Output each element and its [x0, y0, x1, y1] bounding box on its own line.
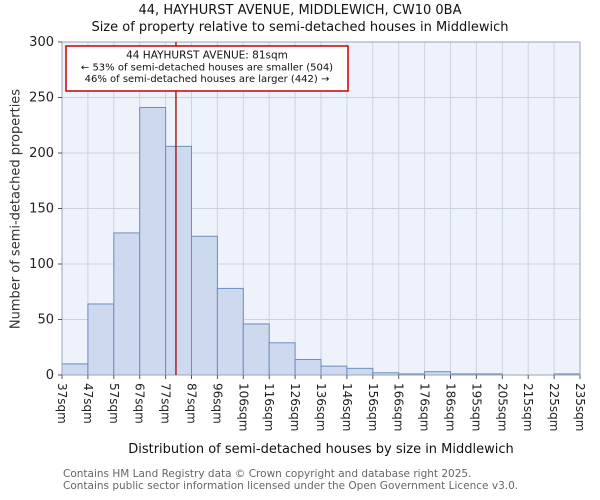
- annotation: 44 HAYHURST AVENUE: 81sqm← 53% of semi-d…: [65, 45, 349, 92]
- y-axis-label-text: Number of semi-detached properties: [8, 88, 24, 330]
- x-tick-label: 176sqm: [418, 383, 432, 431]
- y-tick-labels: 0 50 100 150 200 250 300: [29, 35, 54, 383]
- histogram-bar: [242, 323, 270, 376]
- footer-line-1: Contains HM Land Registry data © Crown c…: [63, 468, 472, 480]
- footer: Contains HM Land Registry data © Crown c…: [63, 468, 519, 492]
- x-tick-label: 235sqm: [573, 383, 587, 431]
- x-tick-label: 77sqm: [159, 383, 173, 424]
- footer-line-2: Contains public sector information licen…: [63, 479, 519, 492]
- x-tick-label: 186sqm: [444, 383, 458, 431]
- histogram-bar: [61, 363, 89, 376]
- y-tick-label: 150: [29, 202, 54, 217]
- histogram-bar: [216, 287, 244, 376]
- histogram-bar: [268, 342, 296, 376]
- histogram-bar: [320, 365, 348, 376]
- x-tick-label: 215sqm: [521, 383, 535, 431]
- y-tick-label: 0: [46, 368, 54, 383]
- annotation-box: [65, 45, 349, 92]
- histogram-bar: [294, 358, 322, 376]
- histogram-bar: [87, 303, 115, 376]
- histogram-bar: [191, 235, 218, 376]
- x-tick-label: 106sqm: [236, 383, 250, 431]
- y-tick-label: 250: [29, 91, 54, 106]
- x-tick-label: 146sqm: [340, 383, 354, 431]
- x-tick-label: 67sqm: [133, 383, 147, 424]
- chart-subtitle: Size of property relative to semi-detach…: [91, 20, 509, 35]
- annotation-line: ← 53% of semi-detached houses are smalle…: [81, 63, 333, 74]
- histogram-bar: [139, 106, 167, 376]
- x-axis-label: Distribution of semi-detached houses by …: [128, 442, 514, 457]
- x-tick-label: 225sqm: [547, 383, 561, 431]
- annotation-line: 46% of semi-detached houses are larger (…: [85, 74, 330, 85]
- histogram-bar: [346, 367, 374, 376]
- bars: [61, 106, 581, 376]
- x-tick-labels: 37sqm 47sqm 57sqm 67sqm 77sqm 87sqm 96sqm 106sq…: [55, 383, 587, 431]
- y-tick-label: 300: [29, 35, 54, 50]
- chart-title: 44, HAYHURST AVENUE, MIDDLEWICH, CW10 0B…: [138, 3, 462, 18]
- x-tick-label: 166sqm: [392, 383, 406, 431]
- x-tick-label: 96sqm: [210, 383, 224, 424]
- x-tick-label: 87sqm: [185, 383, 199, 424]
- y-tick-label: 50: [37, 313, 54, 328]
- x-tick-label: 116sqm: [262, 383, 276, 431]
- x-tick-label: 136sqm: [314, 383, 328, 431]
- x-tick-label: 47sqm: [81, 383, 95, 424]
- x-tick-label: 205sqm: [495, 383, 509, 431]
- axis-ticks: [58, 41, 581, 379]
- x-tick-label: 195sqm: [469, 383, 483, 431]
- x-tick-label: 37sqm: [55, 383, 69, 424]
- y-tick-label: 100: [29, 257, 54, 272]
- x-tick-label: 156sqm: [366, 383, 380, 431]
- annotation-line: 44 HAYHURST AVENUE: 81sqm: [126, 50, 288, 62]
- x-tick-label: 57sqm: [107, 383, 121, 424]
- y-tick-label: 200: [29, 146, 54, 161]
- x-tick-label: 126sqm: [288, 383, 302, 431]
- histogram-bar: [113, 232, 141, 376]
- histogram-bar: [165, 145, 193, 376]
